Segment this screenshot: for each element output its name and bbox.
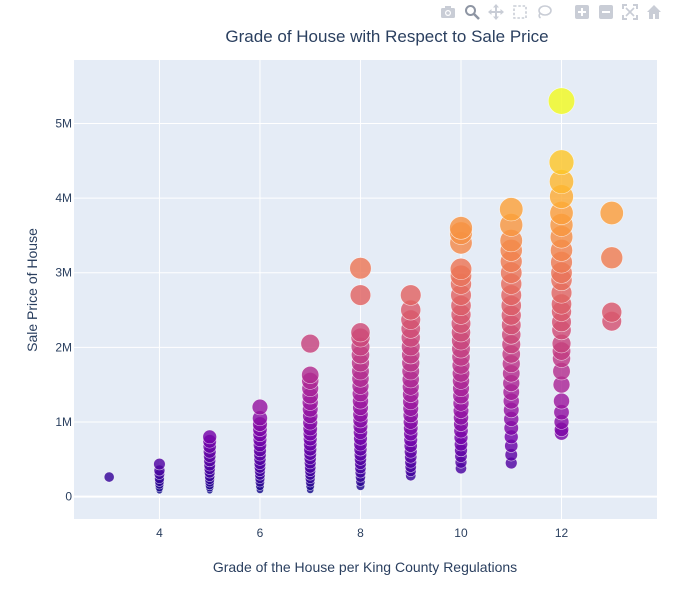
y-axis-label: Sale Price of House [24, 228, 40, 352]
lasso-icon[interactable] [535, 4, 553, 20]
y-tick-label: 5M [55, 116, 72, 130]
x-tick-label: 4 [156, 526, 163, 540]
scatter-point [349, 284, 372, 306]
scatter-point [103, 471, 115, 483]
x-tick-label: 12 [555, 526, 569, 540]
y-tick-label: 1M [55, 415, 72, 429]
y-tick-label: 2M [55, 340, 72, 354]
scatter-point [153, 458, 166, 471]
pan-icon[interactable] [487, 4, 505, 20]
zoom-out-icon[interactable] [597, 4, 615, 20]
chart-title: Grade of House with Respect to Sale Pric… [225, 27, 548, 46]
scatter-point [548, 87, 576, 115]
scatter-point [301, 366, 320, 384]
x-tick-label: 8 [357, 526, 364, 540]
y-tick-labels: 0 1M 2M 3M 4M 5M [55, 116, 72, 503]
box-select-icon[interactable] [511, 4, 529, 20]
autoscale-icon[interactable] [621, 4, 639, 20]
scatter-point [601, 301, 623, 323]
scatter-point [400, 284, 422, 306]
y-tick-label: 3M [55, 266, 72, 280]
scatter-point [300, 333, 320, 354]
zoom-in-icon[interactable] [573, 4, 591, 20]
x-tick-labels: 4 6 8 10 12 [156, 526, 568, 540]
modebar-toolbar [439, 4, 663, 20]
scatter-point [600, 246, 623, 270]
scatter-point [449, 257, 473, 281]
y-tick-label: 4M [55, 191, 72, 205]
scatter-point [548, 149, 575, 175]
scatter-point [599, 201, 624, 225]
x-tick-label: 6 [257, 526, 264, 540]
data-points [103, 87, 624, 495]
x-tick-label: 10 [454, 526, 468, 540]
scatter-point [499, 197, 524, 222]
scatter-point [449, 216, 473, 240]
y-tick-label: 0 [65, 490, 72, 504]
scatter-point [349, 257, 372, 280]
scatter-point [251, 398, 269, 416]
camera-icon[interactable] [439, 4, 457, 20]
scatter-point [202, 429, 217, 445]
zoom-icon[interactable] [463, 4, 481, 20]
scatter-point [553, 392, 570, 410]
x-axis-label: Grade of the House per King County Regul… [213, 559, 517, 575]
scatter-point [350, 322, 371, 343]
reset-axes-icon[interactable] [645, 4, 663, 20]
